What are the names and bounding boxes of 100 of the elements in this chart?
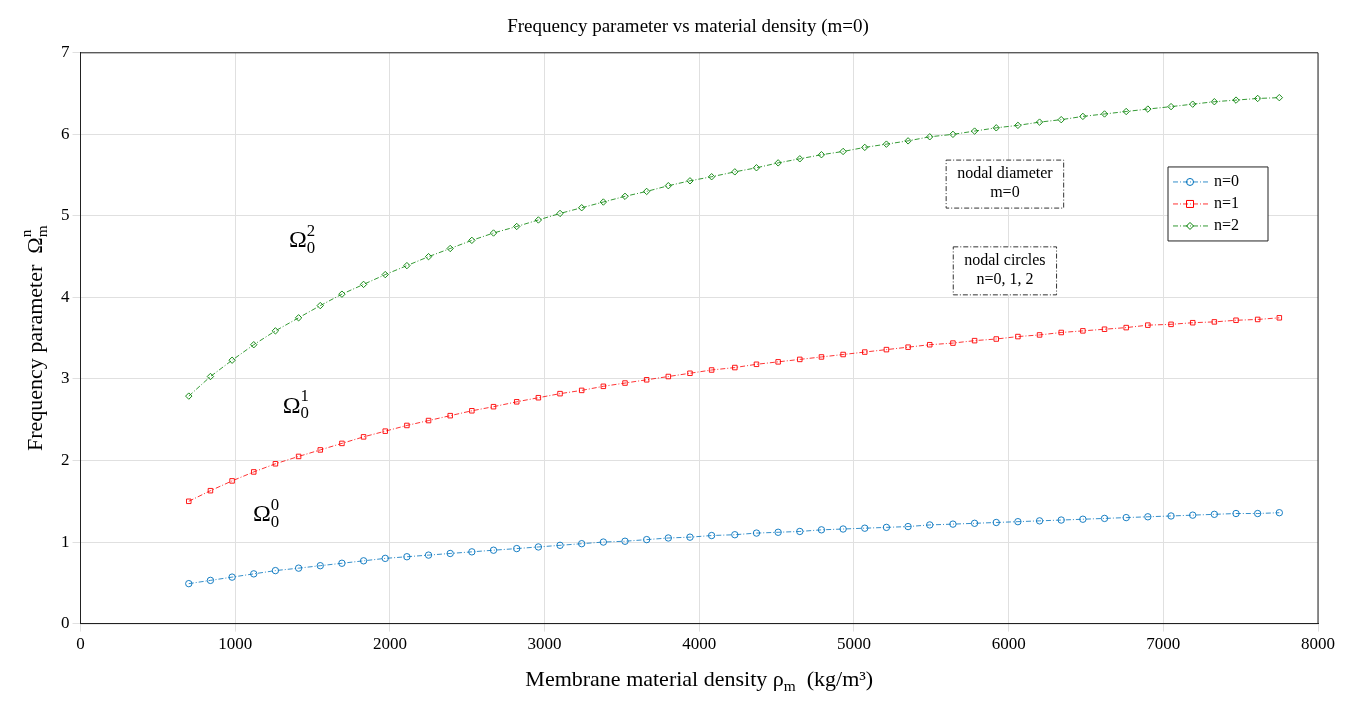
point	[1014, 518, 1022, 526]
point	[228, 356, 236, 364]
point	[687, 370, 693, 376]
point	[1100, 514, 1109, 523]
point	[664, 534, 672, 542]
point	[707, 531, 716, 540]
point	[1123, 324, 1129, 331]
point	[993, 336, 999, 342]
y-tick-label: 1	[61, 531, 70, 551]
point	[643, 187, 651, 196]
point	[1035, 517, 1044, 525]
point	[1145, 322, 1151, 328]
point	[446, 244, 454, 253]
point	[271, 566, 280, 575]
x-tick-label: 7000	[1146, 634, 1181, 654]
point	[621, 192, 629, 200]
point	[1275, 509, 1283, 517]
point	[1254, 316, 1261, 323]
point	[1144, 513, 1152, 521]
point	[731, 531, 739, 539]
point	[708, 367, 715, 373]
point	[817, 526, 826, 534]
point	[1035, 118, 1044, 126]
point	[1057, 516, 1065, 524]
legend-label: n=1	[1214, 194, 1240, 212]
point	[1057, 116, 1065, 124]
point	[686, 533, 694, 541]
y-tick-label: 4	[61, 286, 70, 306]
point	[752, 529, 761, 537]
point	[839, 147, 847, 156]
point	[513, 222, 521, 231]
point	[489, 229, 498, 237]
point	[381, 270, 389, 279]
point	[1080, 328, 1086, 334]
chart-title: Frequency parameter vs material density (m=0)	[507, 15, 869, 38]
point	[206, 372, 215, 381]
y-tick-label: 2	[61, 449, 70, 469]
point	[1144, 105, 1152, 113]
point	[753, 361, 760, 368]
point	[1100, 110, 1109, 118]
point	[1233, 317, 1239, 323]
y-tick-label: 6	[61, 123, 70, 143]
point	[228, 573, 236, 581]
point	[1210, 510, 1219, 518]
point	[839, 525, 847, 533]
x-tick-label: 0	[76, 634, 85, 654]
point	[1254, 94, 1262, 103]
point	[446, 549, 454, 558]
point	[424, 253, 433, 261]
point	[1036, 332, 1043, 338]
point	[949, 520, 957, 528]
point	[1079, 515, 1087, 523]
point	[949, 130, 957, 138]
point	[622, 380, 628, 386]
point	[513, 544, 521, 553]
point	[1167, 102, 1175, 111]
point	[882, 523, 891, 532]
point	[251, 469, 257, 475]
point	[556, 209, 564, 218]
point	[643, 535, 651, 544]
point	[818, 354, 825, 360]
point	[861, 524, 869, 532]
point	[840, 351, 846, 358]
x-tick-label: 4000	[682, 634, 717, 654]
x-tick-label: 2000	[372, 634, 407, 654]
point	[250, 570, 258, 578]
point	[360, 434, 367, 440]
point	[732, 364, 738, 371]
point	[185, 579, 193, 588]
point	[490, 403, 497, 410]
point	[206, 576, 215, 585]
point	[316, 562, 324, 570]
x-tick-label: 6000	[991, 634, 1026, 654]
point	[707, 173, 716, 181]
point	[316, 301, 324, 310]
point	[272, 461, 279, 467]
point	[665, 373, 672, 380]
point	[1168, 321, 1174, 328]
point	[797, 356, 803, 363]
point	[883, 346, 890, 353]
y-tick-label: 5	[61, 205, 70, 225]
point	[970, 519, 979, 527]
point	[469, 408, 475, 414]
point	[992, 124, 1000, 132]
point	[1189, 511, 1197, 519]
point	[317, 447, 323, 453]
point	[775, 359, 781, 365]
point	[425, 417, 432, 424]
point	[599, 198, 607, 206]
point	[905, 344, 911, 350]
legend-label: n=2	[1214, 216, 1240, 234]
point	[186, 498, 192, 504]
point	[926, 521, 934, 529]
point	[468, 236, 476, 244]
point	[535, 395, 542, 401]
point	[578, 387, 585, 394]
point	[1122, 107, 1130, 116]
annotation: nodal diameter m=0	[957, 164, 1054, 201]
point	[1189, 100, 1197, 108]
point	[992, 518, 1000, 527]
